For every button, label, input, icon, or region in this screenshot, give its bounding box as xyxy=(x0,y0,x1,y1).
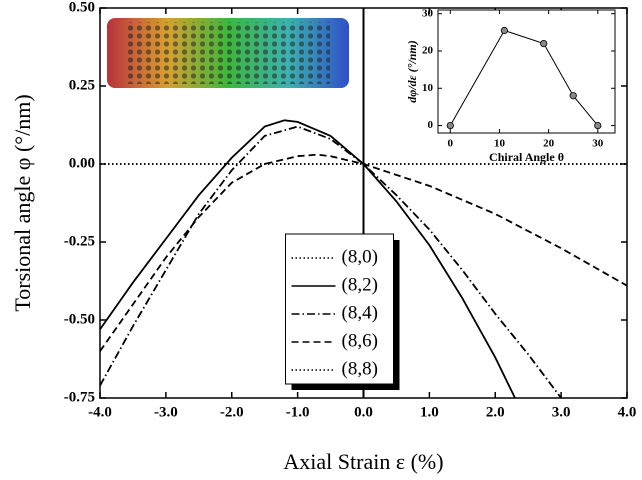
y-tick-label: -0.75 xyxy=(64,389,95,405)
y-axis-label: dφ/dε (°/nm) xyxy=(405,40,419,102)
x-tick-label: -4.0 xyxy=(88,404,112,420)
y-tick-label: 0.50 xyxy=(69,0,95,15)
data-point xyxy=(569,92,577,100)
x-axis-label: Axial Strain ε (%) xyxy=(283,449,443,474)
plot-frame xyxy=(437,9,616,134)
x-tick-label: -1.0 xyxy=(286,404,310,420)
x-tick-label: 3.0 xyxy=(552,404,571,420)
x-tick-label: 10 xyxy=(494,138,506,150)
legend-label: (8,0) xyxy=(342,246,378,267)
x-tick-label: 0 xyxy=(448,138,454,150)
x-tick-label: -3.0 xyxy=(154,404,178,420)
data-point xyxy=(540,39,548,48)
legend-label: (8,2) xyxy=(342,274,378,295)
x-tick-label: 20 xyxy=(543,138,555,150)
x-axis-label: Chiral Angle θ xyxy=(489,150,564,164)
y-tick-label: 10 xyxy=(422,82,434,94)
x-tick-label: 0.0 xyxy=(354,404,373,420)
y-tick-label: -0.50 xyxy=(64,311,95,327)
x-tick-label: 4.0 xyxy=(618,404,637,420)
data-point xyxy=(594,121,602,130)
x-tick-label: 30 xyxy=(592,138,604,150)
legend-box xyxy=(285,233,394,385)
legend-label: (8,4) xyxy=(342,302,378,323)
y-tick-label: -0.25 xyxy=(64,233,95,249)
x-tick-label: 1.0 xyxy=(420,404,439,420)
legend-label: (8,8) xyxy=(342,358,378,379)
y-axis-label: Torsional angle φ (°/nm) xyxy=(10,94,35,311)
y-tick-label: 0.25 xyxy=(69,77,95,93)
legend-label: (8,6) xyxy=(342,330,378,351)
y-tick-label: 20 xyxy=(422,45,434,57)
data-line xyxy=(99,119,516,399)
nanotube-image xyxy=(107,18,349,88)
x-tick-label: -2.0 xyxy=(220,404,244,420)
y-tick-label: 0 xyxy=(428,119,434,131)
x-tick-label: 2.0 xyxy=(486,404,505,420)
y-tick-label: 30 xyxy=(422,7,434,19)
data-point xyxy=(446,121,454,130)
data-line xyxy=(99,153,628,352)
y-tick-label: 0.00 xyxy=(69,155,95,171)
data-line xyxy=(99,125,562,399)
data-point xyxy=(500,26,508,35)
